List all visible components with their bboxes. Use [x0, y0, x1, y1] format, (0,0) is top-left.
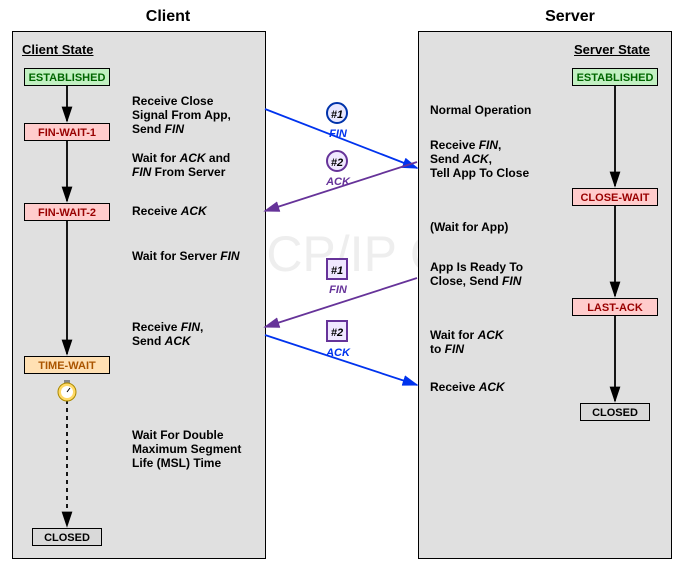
client-state-time-wait: TIME-WAIT: [24, 356, 110, 374]
server-note: App Is Ready ToClose, Send FIN: [430, 260, 523, 288]
server-state-header: Server State: [574, 42, 650, 57]
message-badge: #1: [326, 258, 348, 280]
server-note: Receive ACK: [430, 380, 505, 394]
server-header: Server: [470, 8, 670, 26]
message-type-label: ACK: [318, 347, 358, 359]
server-note: (Wait for App): [430, 220, 508, 234]
client-state-established: ESTABLISHED: [24, 68, 110, 86]
client-note: Wait For DoubleMaximum SegmentLife (MSL)…: [132, 428, 241, 470]
client-note: Receive FIN,Send ACK: [132, 320, 203, 348]
message-type-label: ACK: [318, 176, 358, 188]
client-state-fin-wait-2: FIN-WAIT-2: [24, 203, 110, 221]
client-note: Receive CloseSignal From App,Send FIN: [132, 94, 231, 136]
server-note: Receive FIN,Send ACK,Tell App To Close: [430, 138, 529, 180]
message-badge: #1: [326, 102, 348, 124]
server-note: Wait for ACKto FIN: [430, 328, 504, 356]
client-state-closed: CLOSED: [32, 528, 102, 546]
client-note: Receive ACK: [132, 204, 207, 218]
client-state-fin-wait-1: FIN-WAIT-1: [24, 123, 110, 141]
server-note: Normal Operation: [430, 103, 531, 117]
message-type-label: FIN: [318, 128, 358, 140]
message-badge: #2: [326, 150, 348, 172]
client-note: Wait for ACK andFIN From Server: [132, 151, 230, 179]
message-badge: #2: [326, 320, 348, 342]
diagram-stage: The TCP/IP GuideClientServerClient State…: [0, 0, 682, 572]
client-state-header: Client State: [22, 42, 94, 57]
server-state-established: ESTABLISHED: [572, 68, 658, 86]
server-state-last-ack: LAST-ACK: [572, 298, 658, 316]
message-type-label: FIN: [318, 284, 358, 296]
client-header: Client: [68, 8, 268, 26]
server-state-closed: CLOSED: [580, 403, 650, 421]
server-state-close-wait: CLOSE-WAIT: [572, 188, 658, 206]
client-note: Wait for Server FIN: [132, 249, 240, 263]
